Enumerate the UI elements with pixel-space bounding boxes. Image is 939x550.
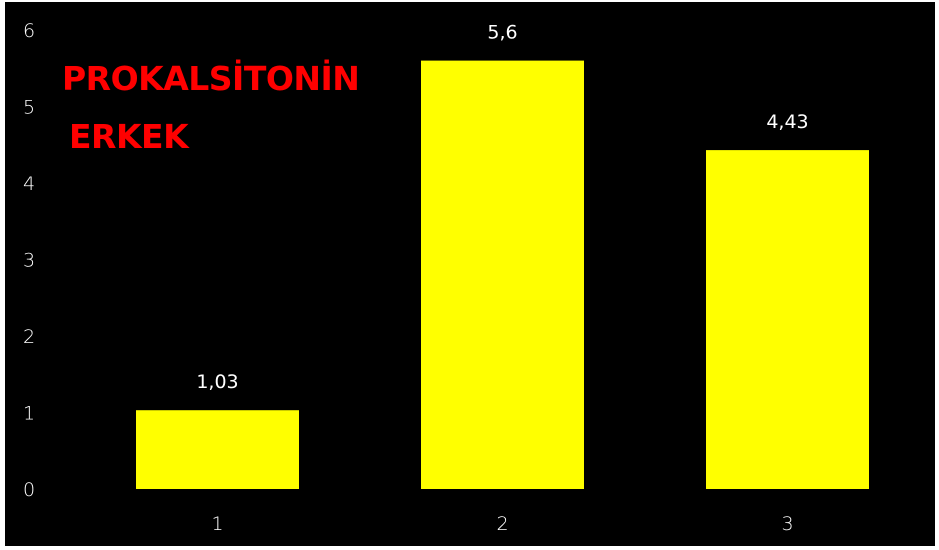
y-tick-label: 2 (23, 326, 35, 348)
x-tick-label: 1 (211, 513, 223, 535)
chart-title: PROKALSİTONİN ERKEK (62, 50, 360, 166)
bar (136, 410, 299, 489)
data-label: 4,43 (766, 111, 808, 133)
bar (421, 60, 584, 489)
data-labels: 1,03 5,6 4,43 (196, 22, 808, 394)
y-axis-ticks: 0 1 2 3 4 5 6 (23, 20, 35, 501)
data-label: 1,03 (196, 371, 238, 393)
y-tick-label: 1 (23, 403, 35, 425)
bar-chart: 0 1 2 3 4 5 6 1,03 5,6 4,43 1 2 3 (23, 20, 869, 535)
chart-title-line-2: ERKEK (69, 117, 189, 156)
chart-frame: 0 1 2 3 4 5 6 1,03 5,6 4,43 1 2 3 PROKALSİTONİN ER… (5, 2, 935, 546)
bars (136, 60, 869, 490)
x-tick-label: 3 (781, 513, 793, 535)
x-tick-label: 2 (496, 513, 508, 535)
y-tick-label: 3 (23, 250, 35, 272)
chart-title-line-1: PROKALSİTONİN (62, 59, 360, 98)
data-label: 5,6 (487, 22, 517, 44)
y-tick-label: 5 (23, 97, 35, 119)
y-tick-label: 6 (23, 20, 35, 42)
x-axis-ticks: 1 2 3 (211, 513, 793, 535)
bar (706, 150, 869, 490)
y-tick-label: 0 (23, 479, 35, 501)
y-tick-label: 4 (23, 173, 35, 195)
